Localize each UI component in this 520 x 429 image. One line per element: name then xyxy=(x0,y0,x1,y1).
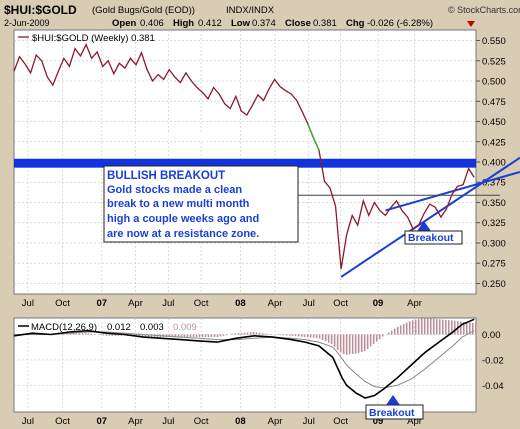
breakout-marker-icon xyxy=(417,221,431,231)
macd-legend-macd: 0.012 xyxy=(107,322,131,333)
callout-line-4: are now at a resistance zone. xyxy=(107,228,259,240)
price-y-tick-label: 0.450 xyxy=(482,117,506,128)
macd-x-tick-label: Oct xyxy=(55,416,70,427)
resistance-zone-band xyxy=(14,158,476,168)
macd-x-tick-label: Jul xyxy=(22,416,34,427)
chg-value: -0.026 (-6.28%) xyxy=(367,18,433,29)
macd-line xyxy=(13,318,475,399)
price-x-tick-label: Apr xyxy=(268,298,283,309)
low-value: 0.374 xyxy=(252,18,276,29)
price-y-tick-label: 0.250 xyxy=(482,279,506,290)
price-x-tick-label: Oct xyxy=(333,298,348,309)
macd-legend-signal: 0.003 xyxy=(140,322,164,333)
date-label: 2-Jun-2009 xyxy=(4,18,50,28)
wedge-trendline xyxy=(385,170,520,212)
macd-breakout-label: Breakout xyxy=(369,407,415,419)
resistance-zone-label: Resistance Zone xyxy=(115,129,214,143)
price-y-tick-label: 0.375 xyxy=(482,178,506,189)
high-value: 0.412 xyxy=(198,18,222,29)
open-value: 0.406 xyxy=(140,18,164,29)
close-label: Close xyxy=(285,18,311,29)
macd-x-tick-label: 08 xyxy=(235,416,246,427)
open-label: Open xyxy=(112,18,136,29)
macd-y-axis: 0.00 -0.02 -0.04 xyxy=(482,330,504,392)
macd-x-tick-label: Jul xyxy=(303,416,315,427)
price-x-tick-label: Oct xyxy=(55,298,70,309)
callout-line-1: Gold stocks made a clean xyxy=(107,184,242,196)
price-x-tick-label: 08 xyxy=(235,298,246,309)
price-series-line xyxy=(13,43,475,270)
price-x-tick-label: Jul xyxy=(22,298,34,309)
macd-x-tick-label: 07 xyxy=(96,416,107,427)
down-arrow-icon xyxy=(467,21,475,27)
macd-x-tick-label: Apr xyxy=(407,416,422,427)
macd-histogram xyxy=(15,318,477,355)
price-y-tick-label: 0.350 xyxy=(482,198,506,209)
chart-exchange: INDX/INDX xyxy=(226,5,275,16)
price-panel: Resistance Zone 0.550 0.525 0.500 0.475 0.45… xyxy=(13,29,520,309)
price-y-tick-label: 0.500 xyxy=(482,77,506,88)
low-label: Low xyxy=(231,18,251,29)
price-y-tick-label: 0.325 xyxy=(482,218,506,229)
macd-y-tick-label: 0.00 xyxy=(482,330,501,341)
price-x-tick-label: Oct xyxy=(194,298,209,309)
price-y-axis: 0.550 0.525 0.500 0.475 0.450 0.425 0.400 0.375… xyxy=(476,36,506,290)
breakout-label-box xyxy=(404,230,463,245)
price-x-tick-label: 09 xyxy=(373,298,384,309)
macd-breakout-label-box xyxy=(365,404,424,420)
chg-label: Chg xyxy=(346,18,365,29)
macd-x-tick-label: Oct xyxy=(194,416,209,427)
copyright-label: © StockCharts.com xyxy=(448,5,520,15)
price-legend: $HUI:$GOLD (Weekly) 0.381 xyxy=(32,33,155,44)
price-y-tick-label: 0.550 xyxy=(482,36,506,47)
price-y-tick-label: 0.275 xyxy=(482,259,506,270)
macd-y-tick-label: -0.02 xyxy=(482,355,504,366)
callout-line-3: high a couple weeks ago and xyxy=(107,213,259,225)
price-y-tick-label: 0.475 xyxy=(482,97,506,108)
macd-x-axis: Jul Oct 07 Apr Jul Oct 08 Apr Jul Oct 09 Apr xyxy=(22,416,422,427)
price-x-tick-label: Apr xyxy=(407,298,422,309)
close-value: 0.381 xyxy=(313,18,337,29)
support-trendline xyxy=(340,156,520,278)
price-y-tick-label: 0.525 xyxy=(482,56,506,67)
macd-y-tick-label: -0.04 xyxy=(482,381,504,392)
macd-x-tick-label: Oct xyxy=(333,416,348,427)
price-x-tick-label: Apr xyxy=(128,298,143,309)
macd-x-tick-label: Apr xyxy=(128,416,143,427)
price-highlight-segment xyxy=(307,123,320,151)
macd-x-tick-label: 09 xyxy=(373,416,384,427)
chart-description: (Gold Bugs/Gold (EOD)) xyxy=(92,5,195,16)
high-label: High xyxy=(173,18,194,29)
price-y-tick-label: 0.400 xyxy=(482,158,506,169)
callout-line-2: break to a new multi month xyxy=(107,198,250,210)
macd-signal-line xyxy=(14,330,475,389)
macd-legend-hist: 0.009 xyxy=(173,322,197,333)
callout-title: BULLISH BREAKOUT xyxy=(107,170,225,182)
macd-x-tick-label: Apr xyxy=(268,416,283,427)
price-y-tick-label: 0.300 xyxy=(482,238,506,249)
macd-breakout-marker-icon xyxy=(386,395,400,405)
macd-x-tick-label: Jul xyxy=(162,416,174,427)
macd-panel: 0.00-0.02-0.04 Jul Oct 07 Apr Jul Oct 08 Apr Jul… xyxy=(13,317,504,427)
macd-legend-prefix: MACD(12,26,9) xyxy=(31,322,97,333)
price-x-tick-label: Jul xyxy=(303,298,315,309)
price-x-tick-label: 07 xyxy=(96,298,107,309)
price-x-tick-label: Jul xyxy=(162,298,174,309)
chart-symbol: $HUI:$GOLD xyxy=(4,3,77,17)
callout-box xyxy=(103,165,299,243)
price-x-axis: Jul Oct 07 Apr Jul Oct 08 Apr Jul Oct 09 Apr xyxy=(22,298,422,309)
price-y-tick-label: 0.425 xyxy=(482,137,506,148)
breakout-label: Breakout xyxy=(408,232,454,244)
